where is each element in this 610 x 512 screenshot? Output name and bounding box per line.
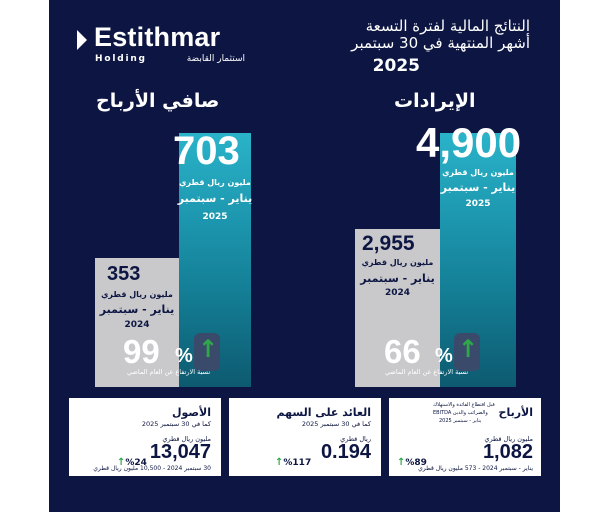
report-heading: النتائج المالية لفترة التسعة أشهر المنته… [351,18,530,52]
assets-change-value: 24 [134,458,147,468]
net-profit-growth-symbol: % [175,345,193,367]
net-profit-title: صافي الأرباح [96,90,220,112]
up-arrow-icon: ↑ [397,457,406,468]
revenue-2024-value: 2,955 [362,232,415,255]
net-profit-growth-value: 99 [123,333,160,370]
revenue-growth-symbol: % [435,345,453,367]
net-profit-2024-period: يناير - سبتمبر [99,303,175,316]
net-profit-2024-unit: مليون ريال قطري [101,290,173,299]
net-profit-2024-value: 353 [107,263,141,285]
assets-value: 13,047 [149,441,211,463]
assets-title: الأصول [171,406,211,419]
up-arrow-icon: ↑ [275,457,284,468]
eps-unit: ريال قطري [340,435,371,443]
revenue-2024-year: 2024 [384,288,411,298]
assets-subtitle: كما في 30 سبتمبر 2025 [141,420,211,428]
ebitda-change: ↑%89 [397,450,427,469]
heading-line-1: النتائج المالية لفترة التسعة [365,17,530,35]
ebitda-desc-2: والضرائب والدين EBITDA [433,410,488,416]
revenue-2025-value: 4,900 [416,119,522,166]
eps-change: ↑%117 [275,450,311,469]
net-profit-2024-bar [95,258,179,387]
ebitda-title: الأرباح [498,406,533,419]
ebitda-change-symbol: % [405,458,415,468]
ebitda-card: الأرباح قبل اقتطاع الفائدة والاستهلاك وا… [389,398,541,476]
net-profit-2024-year: 2024 [124,320,150,330]
eps-value: 0.194 [320,441,371,463]
heading-line-2: أشهر المنتهية في 30 سبتمبر [351,34,530,52]
net-profit-2025-value: 703 [173,129,240,173]
revenue-2025-unit: مليون ريال قطري [442,168,514,177]
up-arrow-icon: ↑ [198,335,219,363]
infographic-panel: Estithmar Holding استثمار القابضة النتائ… [49,0,560,512]
up-arrow-icon: ↑ [117,457,126,468]
ebitda-value: 1,082 [482,441,533,463]
ebitda-footnote: يناير - سبتمبر 2024 - 573 مليون ريال قطر… [418,465,533,472]
eps-title: العائد على السهم [276,406,372,419]
eps-subtitle: كما في 30 سبتمبر 2025 [301,420,371,428]
eps-change-value: 117 [292,458,312,468]
heading-year: 2025 [372,56,420,76]
ebitda-desc-3: يناير - سبتمبر 2025 [439,418,482,424]
revenue-2025-year: 2025 [465,199,491,209]
revenue-2024-period: يناير - سبتمبر [360,272,435,285]
assets-card: الأصول كما في 30 سبتمبر 2025 مليون ريال … [69,398,221,476]
net-profit-growth-caption: نسبة الارتفاع عن العام الماضي [127,368,211,376]
revenue-title: الإيرادات [394,90,476,112]
brand-subtitle: Holding استثمار القابضة [95,54,245,64]
revenue-growth-caption: نسبة الارتفاع عن العام الماضي [385,368,469,376]
eps-change-symbol: % [283,458,293,468]
ebitda-change-value: 89 [414,458,427,468]
brand-holding: Holding [95,54,147,64]
net-profit-growth-arrow-box: ↑ [194,333,220,371]
revenue-2024-unit: مليون ريال قطري [361,258,434,267]
net-profit-2025-year: 2025 [202,212,228,222]
logo-arrow-icon [77,30,87,50]
revenue-2024-bar [355,229,440,387]
revenue-growth-arrow-box: ↑ [454,333,480,371]
assets-unit: مليون ريال قطري [162,435,211,443]
brand-arabic: استثمار القابضة [186,54,245,64]
ebitda-unit: مليون ريال قطري [484,435,533,443]
revenue-2025-period: يناير - سبتمبر [440,181,516,194]
assets-footnote: 30 سبتمبر 2024 - 10,500 مليون ريال قطري [93,465,211,472]
brand-name: Estithmar [94,22,221,52]
assets-change: ↑%24 [117,450,147,469]
net-profit-2025-unit: مليون ريال قطري [179,178,251,187]
revenue-growth-value: 66 [384,333,421,370]
ebitda-desc-1: قبل اقتطاع الفائدة والاستهلاك [433,402,495,408]
up-arrow-icon: ↑ [458,335,479,363]
assets-change-symbol: % [125,458,135,468]
net-profit-2025-period: يناير - سبتمبر [177,192,253,205]
eps-card: العائد على السهم كما في 30 سبتمبر 2025 ر… [229,398,381,476]
